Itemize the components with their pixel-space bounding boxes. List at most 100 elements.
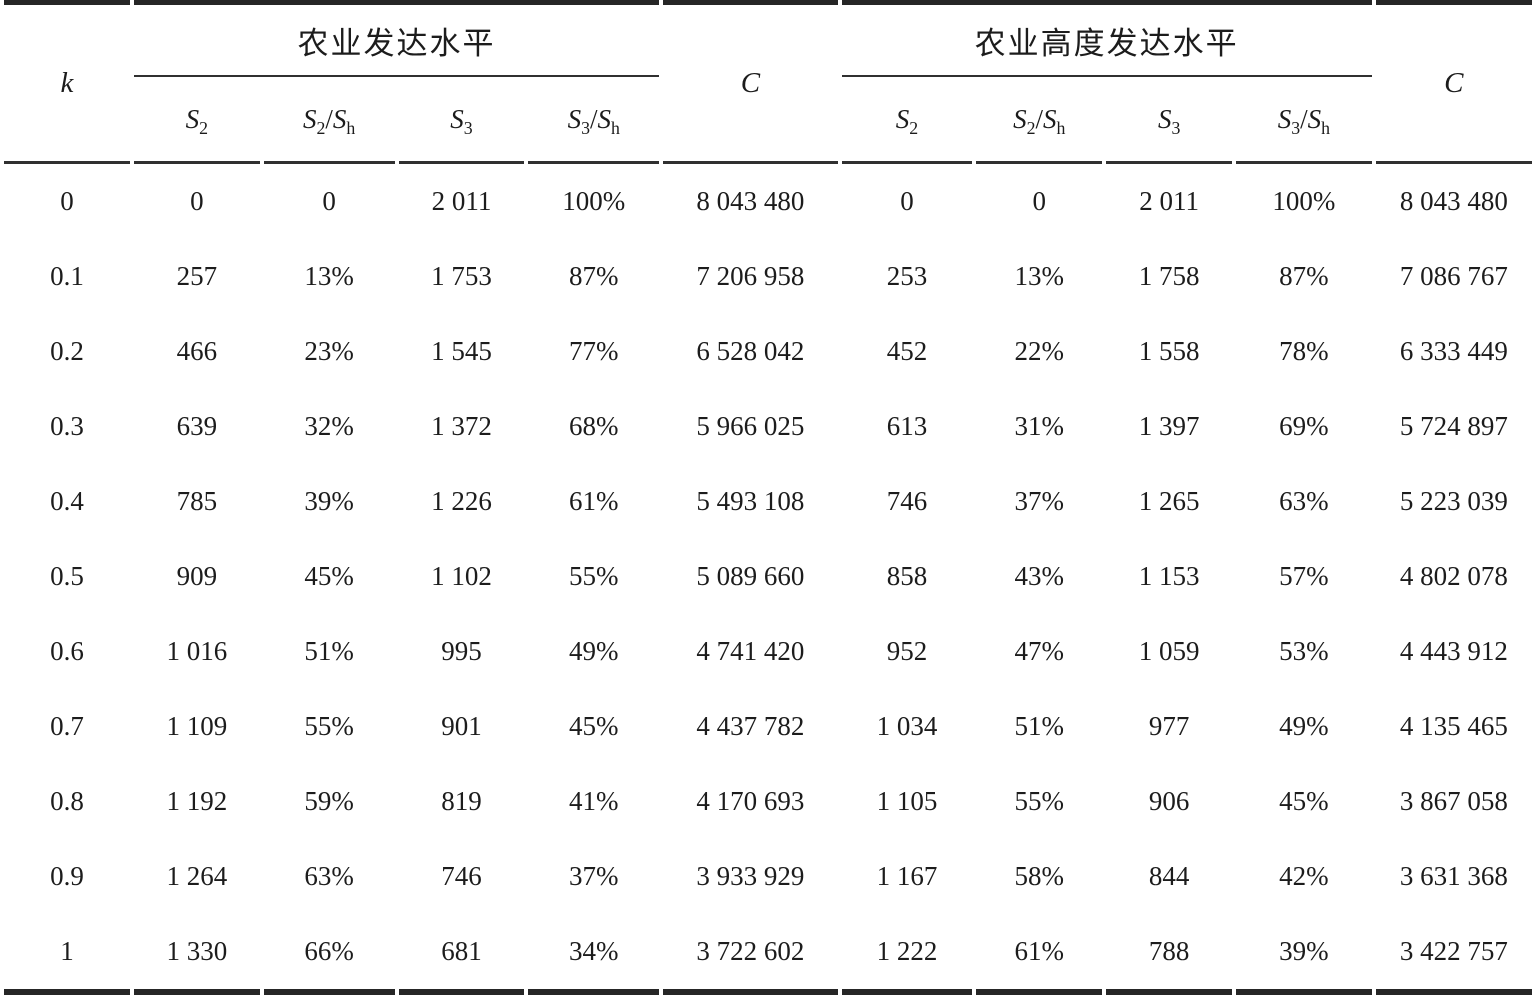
cell-value: 257 [176,260,218,291]
symbol: S [332,103,347,134]
cell-c: 5 493 108 [696,485,805,516]
table-row: 0.8 1 192 59% 819 41% 4 170 693 1 105 55% 906 45%… [4,764,1532,839]
cell-value: 1 105 [876,785,938,816]
cell-value: 1 192 [166,785,228,816]
subscript: 3 [1171,117,1181,138]
header-row-sub: S2 S2/Sh S3 S3/Sh S2 S2/Sh S3 S3/Sh [4,77,1532,164]
cell-value: 49% [1279,710,1329,741]
subscript: 3 [1291,117,1301,138]
cell-c: 7 206 958 [696,260,805,291]
table-row: 0.1 257 13% 1 753 87% 7 206 958 253 13% 1 758 87%… [4,239,1532,314]
k-label: k [60,66,74,99]
symbol: S [1013,103,1027,134]
cell-c: 3 631 368 [1399,860,1508,891]
cell-value: 45% [304,560,354,591]
cell-value: 1 034 [876,710,938,741]
subscript: 3 [463,117,473,138]
cell-c: 8 043 480 [696,185,805,216]
cell-value: 1 016 [166,635,228,666]
cell-value: 901 [441,710,482,741]
cell-value: 22% [1014,335,1065,366]
cell-value: 100% [1272,185,1336,216]
group-header-developed: 农业发达水平 [133,0,660,77]
col-header-c-left: C [663,0,838,164]
cell-k: 0 [60,185,74,216]
cell-value: 77% [569,335,619,366]
subscript: 2 [1026,117,1036,138]
cell-value: 59% [304,785,354,816]
table-row: 0.2 466 23% 1 545 77% 6 528 042 452 22% 1 558 78%… [4,314,1532,389]
cell-value: 1 222 [841,914,973,995]
group-header-highly-developed: 农业高度发达水平 [841,0,1372,77]
cell-value: 1 330 [133,914,260,995]
col-header-s2-ratio-left: S2/Sh [263,77,395,164]
cell-value: 785 [176,485,218,516]
cell-k: 0.8 [50,785,84,816]
symbol: S [185,103,200,134]
cell-c: 4 443 912 [1399,635,1508,666]
subscript: 3 [581,117,591,138]
cell-value: 13% [304,260,354,291]
cell-value: 61% [976,914,1103,995]
cell-value: 746 [441,860,482,891]
cell-value: 32% [304,410,354,441]
subscript: 2 [199,117,209,138]
cell-c: 5 089 660 [696,560,805,591]
subscript: h [1321,117,1331,138]
cell-c: 3 933 929 [696,860,805,891]
cell-value: 13% [1014,260,1065,291]
cell-value: 49% [569,635,619,666]
cell-c: 4 437 782 [696,710,805,741]
cell-value: 1 753 [431,260,492,291]
separator: / [1300,103,1308,134]
cell-value: 0 [1032,185,1047,216]
cell-value: 31% [1014,410,1065,441]
cell-value: 45% [569,710,619,741]
cell-c: 6 333 449 [1399,335,1508,366]
cell-value: 78% [1279,335,1329,366]
cell-value: 452 [886,335,928,366]
table-row: 0.6 1 016 51% 995 49% 4 741 420 952 47% 1 059 53%… [4,614,1532,689]
cell-value: 55% [304,710,354,741]
cell-value: 47% [1014,635,1065,666]
col-header-s3-left: S3 [398,77,525,164]
cell-value: 87% [1279,260,1329,291]
cell-value: 45% [1279,785,1329,816]
cell-value: 34% [528,914,660,995]
cell-value: 68% [569,410,619,441]
separator: / [325,103,333,134]
cell-value: 1 102 [431,560,492,591]
cell-value: 87% [569,260,619,291]
cell-c: 5 966 025 [696,410,805,441]
separator: / [1035,103,1044,134]
symbol: S [1157,103,1172,134]
cell-value: 66% [263,914,395,995]
cell-c: 4 135 465 [1399,710,1508,741]
cell-value: 43% [1014,560,1065,591]
table-header: k 农业发达水平 C 农业高度发达水平 C S2 S2/Sh S3 S3/Sh … [4,0,1532,164]
cell-value: 788 [1106,914,1233,995]
col-header-s2-right: S2 [841,77,973,164]
subscript: 2 [316,117,326,138]
table-row: 0 0 0 2 011 100% 8 043 480 0 0 2 011 100% 8 043 48… [4,164,1532,239]
cell-value: 55% [569,560,619,591]
header-row-groups: k 农业发达水平 C 农业高度发达水平 C [4,0,1532,164]
symbol: S [1277,103,1292,134]
cell-value: 1 265 [1138,485,1200,516]
cell-value: 41% [569,785,619,816]
subscript: 2 [909,117,919,138]
cell-value: 613 [886,410,928,441]
cell-c: 4 170 693 [696,785,805,816]
cell-value: 39% [1236,914,1372,995]
cell-value: 63% [304,860,354,891]
cell-k: 0.2 [50,335,84,366]
cell-value: 42% [1279,860,1329,891]
cell-k: 0.7 [50,710,84,741]
cell-value: 100% [562,185,626,216]
cell-value: 858 [886,560,928,591]
cell-k: 0.5 [50,560,84,591]
symbol: S [302,103,317,134]
symbol: S [1043,103,1057,134]
